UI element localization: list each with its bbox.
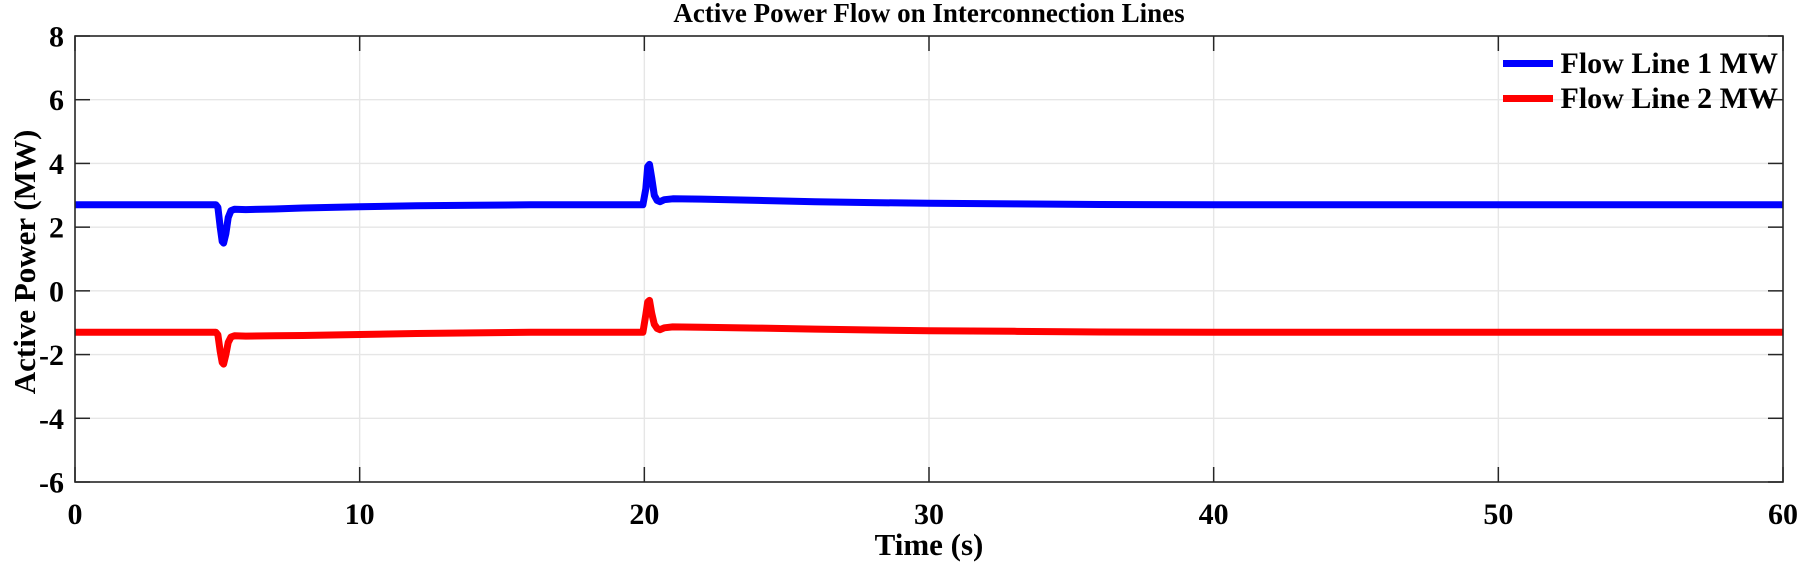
legend-label: Flow Line 2 MW — [1560, 82, 1779, 115]
y-tick-label: -6 — [39, 467, 64, 500]
legend-item-flow-line-2: Flow Line 2 MW — [1502, 81, 1779, 116]
gridlines — [75, 36, 1783, 482]
y-tick-label: -2 — [39, 339, 64, 372]
y-tick-label: 2 — [49, 212, 64, 245]
y-tick-label: 0 — [49, 275, 64, 308]
x-tick-label: 20 — [629, 498, 659, 531]
x-tick-label: 10 — [345, 498, 375, 531]
chart-title: Active Power Flow on Interconnection Lin… — [673, 0, 1185, 28]
x-tick-label: 30 — [914, 498, 944, 531]
x-tick-label: 60 — [1768, 498, 1798, 531]
legend-label: Flow Line 1 MW — [1560, 47, 1779, 80]
series-line-1 — [75, 160, 1783, 247]
y-tick-label: 4 — [49, 148, 64, 181]
legend-item-flow-line-1: Flow Line 1 MW — [1502, 46, 1779, 81]
legend-line-swatch-red-icon — [1502, 95, 1553, 102]
tick-labels: 0 10 20 30 40 50 60 -6 -4 -2 0 2 4 6 8 — [39, 21, 1798, 532]
legend: Flow Line 1 MW Flow Line 2 MW — [1502, 46, 1779, 116]
series-lines — [75, 160, 1783, 368]
y-tick-label: 8 — [49, 21, 64, 54]
x-axis-label: Time (s) — [874, 527, 984, 562]
series-line-2 — [75, 296, 1783, 368]
y-tick-label: -4 — [39, 403, 64, 436]
x-tick-label: 0 — [68, 498, 83, 531]
y-tick-label: 6 — [49, 84, 64, 117]
legend-line-swatch-blue-icon — [1502, 60, 1553, 67]
x-tick-label: 50 — [1483, 498, 1513, 531]
x-tick-label: 40 — [1199, 498, 1229, 531]
axes-frame — [74, 35, 1784, 483]
